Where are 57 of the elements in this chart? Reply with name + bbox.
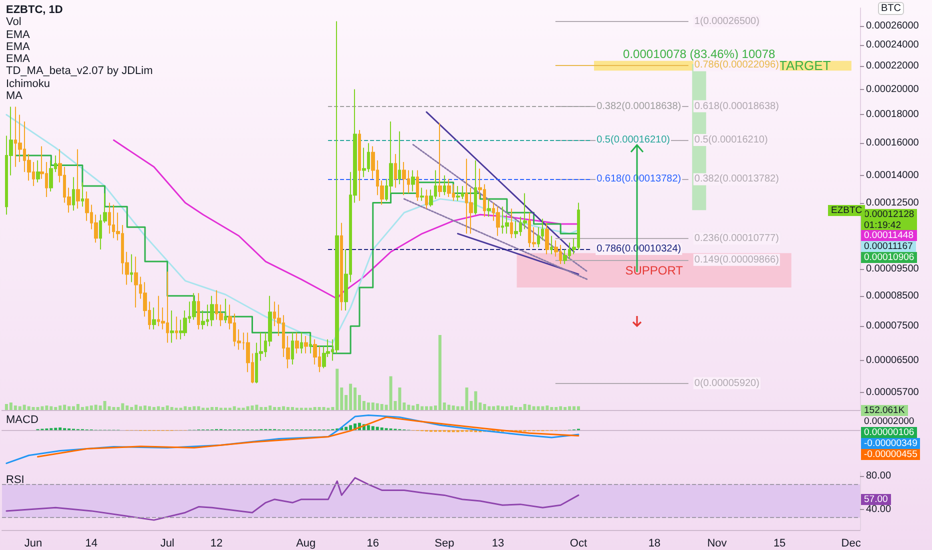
text: -0.00000455 (861, 449, 920, 460)
band-label: SUPPORT (625, 263, 684, 278)
y-tick-label: 0.00024000 (866, 40, 920, 51)
y-tick-label: 80.00 (866, 470, 892, 482)
text: EZBTC (828, 205, 866, 216)
ref-line-label: 0.618(0.00018638) (694, 100, 779, 112)
chart-title: EZBTC, 1D (6, 4, 63, 16)
data-label: 0.00010078 (83.46%) 10078 (623, 46, 776, 61)
x-tick-label: 13 (492, 538, 504, 550)
text: Vol EMA EMA EMA TD_MA_beta_v2.07 by JDLim Ichimoku MA (6, 16, 153, 102)
text: -0.00000349 (861, 438, 920, 449)
text: 57.00 (861, 494, 891, 506)
y-tick-label: 0.00026000 (866, 20, 920, 32)
x-tick-label: 16 (366, 538, 380, 550)
y-tick-label: 0.00005700 (866, 386, 920, 398)
ref-line-label: 0.5(0.00016210) (694, 134, 768, 146)
ref-line-label: 0.5(0.00016210) (596, 134, 670, 146)
chart-title: RSI (6, 474, 24, 486)
x-tick-label: Nov (707, 538, 728, 550)
y-tick-label: 0.00009500 (866, 264, 920, 275)
y-tick-label: 0.00022000 (866, 60, 920, 72)
ref-line-label: 0(0.00005920) (694, 378, 760, 389)
ref-line-label: 1(0.00026500) (694, 16, 760, 27)
x-tick-label: 18 (648, 538, 661, 550)
chart-title: MACD (6, 414, 38, 426)
y-tick-label: 0.00012500 (866, 197, 920, 208)
ref-line-label: 0.149(0.00009866) (694, 254, 779, 266)
text: 152.061K (861, 405, 908, 416)
x-tick-label: Jun (24, 538, 42, 550)
y-axis-title: BTC (878, 2, 904, 15)
text: 0.00012128 01:19:42 (861, 209, 918, 232)
y-tick-label: 0.00018000 (866, 109, 920, 120)
y-tick-label: 0.00020000 (866, 84, 920, 95)
text: 0.00000106 (861, 427, 918, 438)
text: 0.00002000 (863, 416, 916, 427)
y-tick-label: 0.00014000 (866, 170, 920, 181)
ref-line-label: 0.382(0.00013782) (694, 174, 779, 185)
text: 0.00010906 (861, 252, 918, 264)
x-tick-label: Jul (160, 538, 174, 550)
x-tick-label: Oct (570, 538, 588, 550)
ref-line-label: 0.786(0.00022096) (694, 60, 779, 71)
ref-line-label: 0.382(0.00018638) (596, 100, 682, 112)
band-label: TARGET (779, 58, 831, 74)
y-tick-label: 0.00016000 (866, 138, 920, 149)
y-tick-label: 0.00006500 (866, 355, 920, 366)
y-tick-label: 0.00008500 (866, 290, 920, 302)
x-tick-label: 12 (210, 538, 223, 550)
x-tick-label: 15 (773, 538, 786, 550)
x-tick-label: Aug (296, 538, 316, 550)
y-tick-label: 40.00 (866, 504, 892, 515)
x-tick-label: Sep (434, 538, 454, 550)
x-tick-label: 14 (85, 538, 98, 550)
text: 0.00011448 (861, 230, 916, 242)
y-tick-label: 0.00007500 (866, 320, 920, 332)
ref-line-label: 0.236(0.00010777) (694, 233, 779, 244)
text: 0.00011167 (861, 241, 916, 252)
x-tick-label: Dec (841, 538, 862, 550)
